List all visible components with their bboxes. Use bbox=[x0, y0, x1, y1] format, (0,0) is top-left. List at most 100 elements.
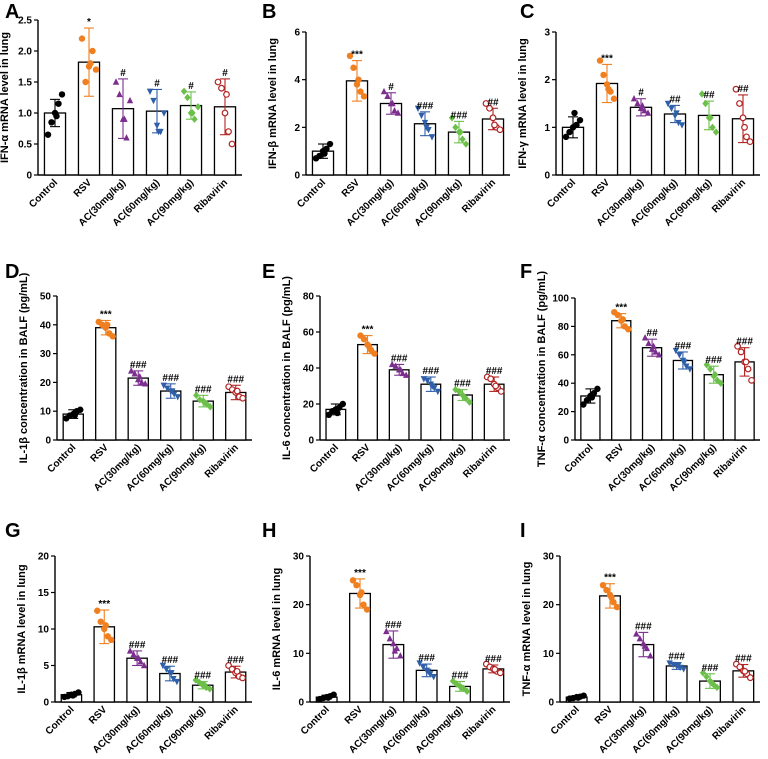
data-point bbox=[678, 122, 686, 129]
panel-letter: I bbox=[520, 520, 526, 542]
bar bbox=[357, 343, 378, 441]
panel-letter: B bbox=[262, 1, 276, 23]
x-tick-label: Ribavirin bbox=[461, 442, 499, 480]
data-point bbox=[126, 96, 134, 104]
data-point bbox=[603, 586, 610, 594]
x-tick-label: Control bbox=[295, 177, 328, 210]
data-point bbox=[497, 388, 505, 395]
data-point bbox=[196, 678, 203, 686]
data-point bbox=[123, 134, 130, 141]
panel-h: H IL-6 mRNA level in lung 0 10 20 30 Control **… bbox=[262, 520, 510, 756]
bar bbox=[599, 595, 621, 703]
significance-label: ### bbox=[486, 366, 503, 377]
data-point bbox=[160, 382, 167, 389]
data-point bbox=[566, 128, 573, 136]
data-point bbox=[491, 665, 499, 673]
data-point bbox=[78, 35, 86, 42]
data-point bbox=[353, 582, 360, 589]
data-point bbox=[742, 358, 750, 366]
data-point bbox=[491, 121, 498, 129]
panel-e: E IL-6 concentration in BALF (pg/mL) 0 20 40… bbox=[262, 261, 510, 494]
data-point bbox=[580, 401, 587, 408]
data-point bbox=[610, 95, 618, 102]
data-point bbox=[496, 669, 504, 677]
data-point bbox=[452, 123, 459, 132]
data-point bbox=[599, 582, 607, 589]
data-point bbox=[121, 115, 128, 122]
y-tick-label: 0 bbox=[563, 436, 569, 447]
data-point bbox=[92, 66, 100, 73]
data-point bbox=[87, 60, 94, 67]
data-point bbox=[650, 342, 657, 349]
data-point bbox=[196, 395, 203, 404]
data-point bbox=[610, 599, 617, 606]
y-tick-label: 20 bbox=[558, 407, 570, 418]
x-tick-label: RSV bbox=[604, 442, 627, 465]
data-point bbox=[326, 140, 334, 148]
data-point bbox=[223, 90, 230, 98]
data-point bbox=[703, 361, 710, 369]
x-tick-label: Control bbox=[27, 177, 60, 210]
data-point bbox=[360, 601, 367, 608]
data-point bbox=[131, 370, 138, 377]
data-point bbox=[321, 150, 328, 157]
data-point bbox=[453, 680, 460, 688]
x-tick-label: Control bbox=[563, 442, 596, 475]
data-point bbox=[748, 376, 755, 384]
data-point bbox=[349, 577, 357, 584]
y-tick-label: 30 bbox=[293, 552, 305, 563]
x-tick-label: Control bbox=[45, 442, 78, 475]
data-point bbox=[55, 100, 62, 107]
data-point bbox=[225, 128, 232, 136]
bar bbox=[611, 320, 632, 441]
data-point bbox=[734, 342, 741, 350]
data-point bbox=[680, 666, 687, 673]
data-point bbox=[97, 618, 104, 625]
y-tick-label: 0 bbox=[548, 698, 554, 709]
data-point bbox=[239, 674, 246, 682]
x-tick-label: Ribavirin bbox=[203, 704, 241, 742]
x-tick-label: Ribavirin bbox=[460, 704, 498, 742]
data-point bbox=[89, 47, 96, 55]
data-point bbox=[583, 397, 591, 404]
y-tick-label: 6 bbox=[294, 28, 300, 39]
y-tick-label: 40 bbox=[40, 320, 52, 331]
data-point bbox=[390, 639, 397, 647]
data-point bbox=[681, 359, 688, 366]
data-point bbox=[402, 371, 410, 378]
data-point bbox=[683, 363, 690, 370]
data-point bbox=[673, 110, 680, 117]
data-point bbox=[168, 670, 175, 677]
x-tick-label: Control bbox=[299, 704, 332, 737]
significance-label: ### bbox=[129, 640, 146, 651]
data-point bbox=[128, 367, 135, 374]
significance-label: ## bbox=[487, 97, 499, 108]
data-point bbox=[713, 683, 721, 692]
significance-label: *** bbox=[354, 568, 366, 579]
data-point bbox=[75, 689, 82, 696]
y-tick-label: 15 bbox=[38, 588, 50, 599]
x-tick-label: RSV bbox=[593, 704, 616, 727]
data-point bbox=[380, 87, 388, 95]
significance-label: ### bbox=[705, 355, 722, 366]
significance-label: # bbox=[154, 78, 160, 89]
data-point bbox=[636, 635, 644, 642]
y-tick-label: 0 bbox=[43, 698, 49, 709]
data-point bbox=[641, 106, 648, 114]
y-tick-label: 0.5 bbox=[18, 140, 32, 151]
significance-label: ## bbox=[737, 84, 749, 95]
data-point bbox=[708, 678, 715, 687]
significance-label: ### bbox=[454, 379, 471, 390]
data-point bbox=[594, 385, 601, 393]
data-point bbox=[644, 109, 652, 116]
data-point bbox=[104, 321, 111, 328]
data-point bbox=[573, 121, 580, 129]
y-tick-label: 20 bbox=[543, 600, 555, 611]
y-tick-label: 80 bbox=[558, 322, 570, 333]
data-point bbox=[233, 387, 241, 395]
data-point bbox=[180, 87, 188, 95]
significance-label: *** bbox=[98, 599, 110, 610]
significance-label: # bbox=[188, 81, 194, 92]
data-point bbox=[448, 114, 456, 122]
